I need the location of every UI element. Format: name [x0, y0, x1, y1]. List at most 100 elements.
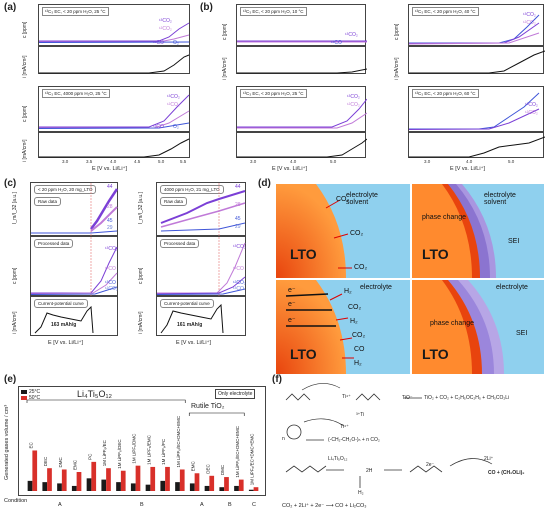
c-left-raw-45: 45: [107, 218, 113, 224]
plot-c-right-processed: Processed data ¹³CO₂ ¹²CO ¹²CO₂ ¹³CO: [156, 236, 246, 297]
c-right-proc-4: ¹³CO: [233, 286, 244, 292]
c-right-raw-45: 45: [235, 216, 241, 222]
c-right-raw-28: 28: [235, 202, 241, 208]
b-xtick-r2: 4.0: [466, 159, 473, 164]
plot-b-tl-current: ¹³CO: [236, 41, 367, 74]
f-tio: TiO⁻: [402, 395, 413, 401]
a-xtick-1: 3.5: [86, 159, 93, 164]
f-r3: CO + (CH₂OLi)₂: [488, 470, 525, 476]
group-bracket: [188, 412, 245, 416]
bar-50c-10: [179, 469, 185, 491]
d-br-lto: LTO: [422, 346, 449, 362]
a-top-ylabel-i: i [mA/cm²]: [22, 55, 28, 79]
e-cond-b: B: [140, 502, 144, 508]
bar-25c-4: [86, 478, 92, 491]
b-ylabel-c-right: c [ppm]: [394, 23, 400, 40]
a-bot-ylabel-c: c [ppm]: [22, 105, 28, 122]
c-right-proc-3: ¹²CO₂: [233, 280, 246, 286]
bar-25c-15: [248, 489, 254, 491]
bar-25c-2: [57, 483, 62, 491]
bar-label-7: 1M LiPF₆/DMC: [132, 433, 137, 464]
bar-50c-11: [194, 473, 200, 491]
c-left-raw-label: Raw data: [34, 197, 62, 206]
bar-label-8: 1M LiPF₆/EMC: [146, 434, 151, 465]
b-xtick-r4: 5.0: [508, 159, 515, 164]
c-right-legend: 4000 ppm H₂O, 21 mg_LTO: [160, 185, 224, 194]
e-chart-frame: EC DEC DMC EMC PC 1M LiPF₆/EC 1M LiPF₆/DEC 1M L…: [18, 386, 266, 496]
c-left-proc-1: ¹³CO₂: [105, 246, 118, 252]
f-2e: 2e⁻: [426, 462, 435, 468]
plot-c-right-current: Current-potential curve 161 mAh/g: [156, 296, 246, 336]
d-panel-tl: electrolyte solvent CO₂ CO₂ CO₂ LTO: [276, 184, 410, 278]
legend-b-tl: ¹³C₃ EC, < 20 ppm H₂O, 10 °C: [240, 7, 307, 16]
bar-label-10: 1M LiPF₆/EC+DMC+EMC: [176, 415, 181, 467]
f-2li: 2Li⁺: [484, 456, 494, 462]
bar-label-11: EMC: [191, 461, 196, 472]
b-tr-sp-1: ¹³CO₂: [523, 12, 536, 18]
d-bl-sp-5: CO: [354, 346, 365, 353]
bar-label-14: 1M LiPF₆/EC+DMC+EMC: [235, 425, 240, 477]
c-left-proc-label: Processed data: [34, 239, 74, 248]
a-bot-sp-2: ¹²CO₂: [167, 102, 180, 108]
a-bot-sp-4: O₂: [173, 124, 179, 130]
plot-a-top-current: ¹³CO O₂: [38, 41, 190, 74]
d-bl-e1: e⁻: [288, 287, 296, 294]
f-n: n: [282, 436, 285, 442]
bar-label-12: DEC: [205, 464, 210, 474]
bar-25c-6: [116, 482, 121, 491]
c-right-capacity: 161 mAh/g: [177, 322, 203, 328]
bar-25c-1: [42, 482, 48, 491]
f-ti4-2: Ti⁴⁺: [340, 424, 349, 430]
d-bl-e3: e⁻: [288, 317, 296, 324]
bar-50c-12: [209, 475, 215, 491]
bar-25c-13: [219, 487, 225, 491]
d-bl-sp-2: CO₂: [348, 304, 362, 311]
b-ylabel-i: i [mA/cm²]: [222, 57, 228, 81]
bar-50c-3: [76, 472, 82, 491]
a-xtick-2: 4.0: [110, 159, 117, 164]
d-tl-co2-3: CO₂: [354, 264, 368, 271]
bar-25c-5: [101, 479, 107, 491]
c-left-ylabel-raw: I_m/I_32 [a.u.]: [12, 192, 18, 224]
plot-b-tr-concentration: ¹³C₃ EC, < 20 ppm H₂O, 40 °C ¹³CO₂ ¹²CO₂: [408, 4, 544, 46]
bar-label-15: 1M LiPF₆/EC+DMC+EMC: [250, 433, 255, 485]
c-left-curve-label: Current-potential curve: [34, 299, 88, 308]
plot-b-bl-current: [236, 132, 367, 158]
b-br-sp-1: ¹³CO₂: [525, 102, 538, 108]
plot-c-right-raw: 4000 ppm H₂O, 21 mg_LTO Raw data 44 28 4…: [156, 182, 246, 237]
d-br-phase: phase change: [430, 320, 474, 327]
b-tl-sp-3: ¹³CO: [331, 40, 342, 46]
b-xtick-0: 3.0: [250, 159, 257, 164]
c-right-raw-label: Raw data: [160, 197, 188, 206]
bar-label-1: DEC: [43, 456, 48, 466]
a-xtick-3: 4.5: [134, 159, 141, 164]
d-panel-br: electrolyte phase change SEI LTO: [412, 280, 544, 374]
panel-label-c: (c): [4, 178, 17, 189]
c-left-xlabel: E [V vs. Li/Li⁺]: [48, 340, 83, 346]
bar-25c-11: [189, 483, 195, 491]
bar-25c-14: [234, 485, 239, 491]
e-legend-swatch-50: [21, 396, 27, 400]
plot-b-tr-current: [408, 46, 545, 74]
c-left-ylabel-c: c [ppm]: [12, 267, 18, 284]
b-ylabel-c: c [ppm]: [222, 23, 228, 40]
bar-label-5: 1M LiPF₆/EC: [102, 439, 107, 466]
bar-label-13: DMC: [220, 464, 225, 475]
d-tl-co2-2: CO₂: [350, 230, 364, 237]
e-legend-25: 25°C: [29, 389, 41, 395]
bar-50c-4: [91, 461, 97, 491]
d-tl-lto: LTO: [290, 246, 317, 262]
b-br-sp-2: ¹²CO₂: [525, 110, 538, 116]
f-ti3: ³⁺Ti: [356, 412, 365, 418]
bar-50c-14: [238, 479, 244, 491]
e-only-electrolyte: Only electrolyte: [215, 389, 256, 399]
d-bl-electrolyte: electrolyte: [360, 284, 392, 291]
c-right-proc-label: Processed data: [160, 239, 200, 248]
e-legend-50: 50°C: [29, 395, 41, 401]
c-left-proc-3: ¹³CO: [105, 280, 116, 286]
bar-25c-3: [71, 485, 77, 491]
b-xtick-4: 5.0: [330, 159, 337, 164]
bar-label-6: 1M LiPF₆/DEC: [117, 439, 122, 469]
bar-label-3: EMC: [73, 459, 78, 470]
e-legend: 25°C 50°C: [21, 389, 40, 401]
